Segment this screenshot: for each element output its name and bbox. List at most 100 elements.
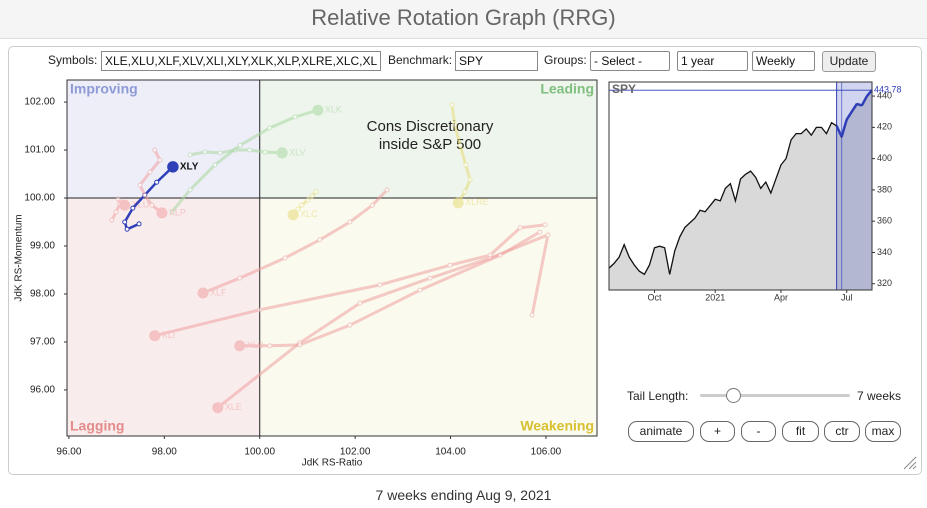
y-tick-label: 380: [877, 184, 892, 194]
series-label: XLE: [225, 402, 242, 412]
tail-head: [276, 147, 288, 159]
tail-head: [452, 197, 464, 209]
x-tick-label: 2021: [705, 292, 725, 302]
tail-point: [317, 237, 323, 243]
tail-point: [113, 209, 119, 215]
price-highlight: [860, 95, 869, 107]
x-tick-label: Jul: [841, 292, 853, 302]
tail-head: [287, 209, 299, 221]
tail-point: [452, 122, 458, 128]
tail-point: [384, 187, 390, 193]
series-label: XLRE: [465, 197, 489, 207]
period-select[interactable]: 1 year: [677, 51, 748, 71]
symbols-label: Symbols:: [48, 53, 98, 67]
tail: XLC: [287, 189, 319, 221]
tail-point: [369, 202, 375, 208]
quadrant-label: Leading: [540, 81, 594, 97]
y-tick-label: 101.00: [24, 145, 55, 156]
y-tick-label: 360: [877, 216, 892, 226]
tail-point: [115, 196, 121, 202]
tail-point: [497, 252, 503, 258]
tail-point: [142, 192, 148, 198]
tail-point: [154, 179, 160, 185]
tail-point: [292, 114, 298, 120]
tail-point: [542, 222, 548, 228]
tail: XLRE: [449, 102, 489, 209]
y-tick-label: 98.00: [30, 289, 55, 300]
series-label: XLI: [162, 330, 176, 340]
tail-point: [313, 189, 319, 195]
tail: XLB: [234, 229, 543, 352]
series-label: XLF: [210, 287, 227, 297]
animate-button[interactable]: animate: [628, 421, 694, 442]
tail-point: [282, 255, 288, 261]
resize-grip[interactable]: [902, 455, 918, 471]
update-button[interactable]: Update: [822, 51, 876, 72]
tail-point: [152, 147, 158, 153]
tail-point: [217, 150, 223, 156]
quadrant-label: Lagging: [70, 418, 124, 434]
quadrant-label: Weakening: [520, 418, 594, 434]
tail-point: [247, 147, 253, 153]
price-highlight: [856, 102, 863, 107]
tail-point: [545, 232, 551, 238]
tail: XLK: [169, 105, 342, 215]
zoom-out-button[interactable]: -: [741, 421, 776, 442]
price-highlight: [845, 111, 853, 121]
center-button[interactable]: ctr: [824, 421, 860, 442]
tail-point: [109, 217, 115, 223]
tail-point: [463, 162, 469, 168]
y-tick-label: 96.00: [30, 385, 55, 396]
tail-point: [295, 206, 301, 212]
tail-point: [357, 300, 363, 306]
tail: XLF: [197, 187, 390, 299]
y-tick-label: 100.00: [24, 193, 55, 204]
benchmark-input[interactable]: SPY: [455, 51, 538, 71]
spy-title: SPY: [612, 82, 636, 96]
interval-select[interactable]: Weekly: [752, 51, 815, 71]
tail-point: [417, 287, 423, 293]
tail-length-value: 7 weeks: [857, 389, 902, 403]
tail-point: [467, 177, 473, 183]
tail-point: [299, 202, 305, 208]
y-tick-label: 102.00: [24, 97, 55, 108]
tail: XLP: [137, 147, 186, 219]
tail-point: [257, 307, 263, 313]
tail-head: [234, 340, 246, 352]
x-tick-label: Oct: [648, 292, 663, 302]
tail-head: [119, 199, 131, 211]
zoom-in-button[interactable]: +: [700, 421, 735, 442]
y-tick-label: 440: [877, 90, 892, 100]
x-tick-label: 100.00: [244, 447, 275, 458]
max-button[interactable]: max: [865, 421, 901, 442]
tail-head: [197, 287, 209, 299]
series-label: XLP: [169, 207, 186, 217]
groups-label: Groups:: [544, 53, 587, 67]
price-highlight: [840, 119, 848, 138]
tail-point: [347, 219, 353, 225]
slider-thumb[interactable]: [726, 388, 741, 403]
price-highlight: [865, 89, 873, 97]
panel: [8, 46, 922, 475]
x-axis-label: JdK RS-Ratio: [302, 458, 363, 469]
symbols-input[interactable]: XLE,XLU,XLF,XLV,XLI,XLY,XLK,XLP,XLRE,XLC…: [101, 51, 381, 71]
fit-button[interactable]: fit: [782, 421, 819, 442]
x-tick-label: 104.00: [435, 447, 466, 458]
quadrant-label: Improving: [70, 81, 138, 97]
groups-select[interactable]: - Select -: [590, 51, 670, 71]
price-area: [609, 90, 872, 291]
annotation: inside S&P 500: [379, 136, 481, 153]
tail-point: [517, 225, 523, 231]
quadrant: [67, 80, 260, 199]
tail-head: [212, 402, 224, 414]
tail-point: [267, 343, 273, 349]
y-tick-label: 97.00: [30, 337, 55, 348]
y-tick-label: 320: [877, 278, 892, 288]
series-label: XLV: [289, 147, 305, 157]
tail-point: [309, 193, 315, 199]
y-tick-label: 340: [877, 247, 892, 257]
tail-point: [449, 102, 455, 108]
quadrant: [259, 80, 597, 199]
tail-point: [130, 205, 136, 211]
